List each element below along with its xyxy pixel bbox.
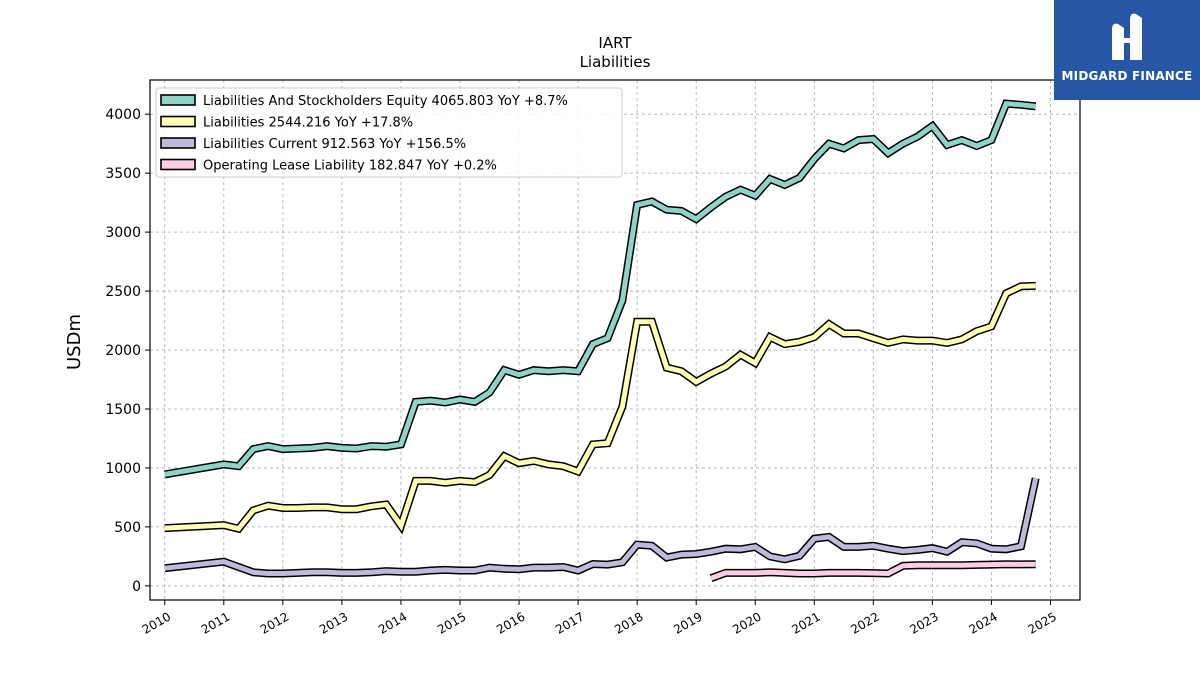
midgard-logo-icon xyxy=(1112,13,1142,61)
x-tick-label: 2025 xyxy=(1026,609,1059,636)
x-tick-label: 2022 xyxy=(848,609,881,636)
y-axis-label: USDm xyxy=(64,314,85,370)
x-tick-label: 2015 xyxy=(435,609,468,636)
y-tick-label: 500 xyxy=(114,520,141,536)
legend-swatch xyxy=(160,137,196,149)
x-tick-label: 2021 xyxy=(789,609,822,636)
y-tick-label: 2000 xyxy=(105,343,141,359)
x-tick-label: 2024 xyxy=(966,609,999,636)
chart-subtitle: Liabilities xyxy=(580,53,651,71)
legend: Liabilities And Stockholders Equity 4065… xyxy=(155,87,623,178)
x-tick-label: 2010 xyxy=(140,609,173,636)
x-tick-label: 2011 xyxy=(199,609,232,636)
y-tick-label: 3500 xyxy=(105,166,141,182)
legend-entry: Operating Lease Liability 182.847 YoY +0… xyxy=(203,159,497,174)
series-line xyxy=(164,100,1036,477)
plot-frame xyxy=(149,79,1081,601)
y-tick-label: 4000 xyxy=(105,107,141,123)
y-tick-label: 0 xyxy=(132,579,141,595)
x-tick-label: 2018 xyxy=(612,609,645,636)
series-lines xyxy=(164,99,1040,582)
legend-entry: Liabilities And Stockholders Equity 4065… xyxy=(203,94,568,109)
x-tick-label: 2016 xyxy=(494,609,527,636)
legend-swatch xyxy=(160,158,196,171)
legend-entry: Liabilities Current 912.563 YoY +156.5% xyxy=(203,137,466,152)
x-tick-label: 2013 xyxy=(317,609,350,636)
series-outline xyxy=(164,477,1040,578)
y-tick-label: 2500 xyxy=(105,284,141,300)
legend-swatch xyxy=(160,115,196,128)
chart-title: IART xyxy=(598,34,632,52)
series-line xyxy=(164,283,1036,532)
series-line xyxy=(164,477,1039,576)
x-tick-label: 2023 xyxy=(907,609,940,636)
x-tick-label: 2014 xyxy=(376,609,409,636)
x-tick-label: 2020 xyxy=(730,609,763,636)
legend-box xyxy=(155,87,623,178)
x-tick-label: 2017 xyxy=(553,609,586,636)
y-tick-label: 1500 xyxy=(105,402,141,418)
y-tick-label: 1000 xyxy=(105,461,141,477)
x-tick-label: 2012 xyxy=(258,609,291,636)
brand-logo: MIDGARD FINANCE xyxy=(1054,0,1200,100)
x-tick-label: 2019 xyxy=(671,609,704,636)
series-line xyxy=(710,561,1036,581)
brand-name: MIDGARD FINANCE xyxy=(1061,69,1193,83)
y-tick-label: 3000 xyxy=(105,225,141,241)
legend-swatch xyxy=(160,94,196,106)
series-outline xyxy=(164,281,1036,535)
legend-entry: Liabilities 2544.216 YoY +17.8% xyxy=(203,116,413,131)
